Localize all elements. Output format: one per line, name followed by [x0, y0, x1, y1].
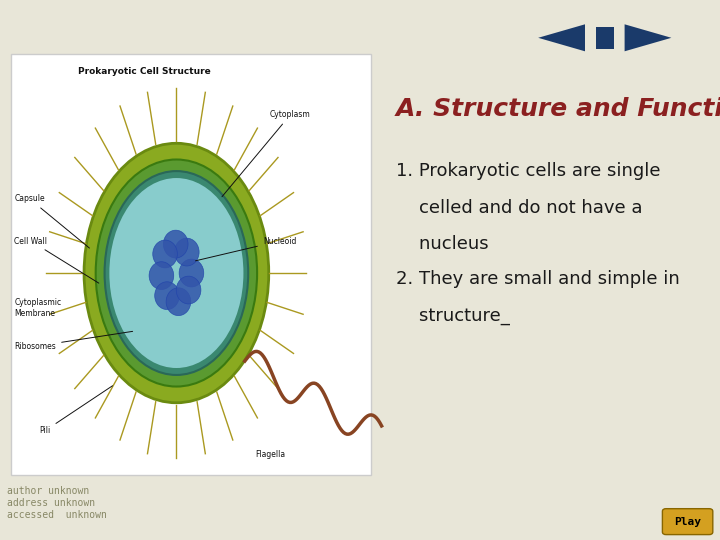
Ellipse shape — [163, 230, 188, 258]
Ellipse shape — [174, 238, 199, 266]
Ellipse shape — [179, 259, 204, 287]
Text: nucleus: nucleus — [396, 235, 489, 253]
Text: Cytoplasm: Cytoplasm — [222, 110, 311, 197]
Ellipse shape — [104, 171, 248, 375]
FancyBboxPatch shape — [662, 509, 713, 535]
Polygon shape — [539, 24, 585, 51]
Text: Prokaryotic Cell Structure: Prokaryotic Cell Structure — [78, 66, 210, 76]
Ellipse shape — [149, 262, 174, 289]
Ellipse shape — [155, 282, 179, 309]
Text: Flagella: Flagella — [255, 450, 285, 459]
Text: author unknown: author unknown — [7, 486, 89, 496]
Text: Pili: Pili — [40, 386, 112, 435]
Text: Cell Wall: Cell Wall — [14, 237, 99, 283]
Text: accessed  unknown: accessed unknown — [7, 510, 107, 520]
Text: Nucleoid: Nucleoid — [196, 237, 296, 261]
Ellipse shape — [96, 159, 257, 387]
Text: 1. Prokaryotic cells are single: 1. Prokaryotic cells are single — [396, 162, 660, 180]
Text: A. Structure and Function: A. Structure and Function — [396, 97, 720, 121]
Text: Cytoplasmic
Membrane: Cytoplasmic Membrane — [14, 298, 61, 318]
FancyBboxPatch shape — [11, 54, 371, 475]
Text: address unknown: address unknown — [7, 498, 95, 508]
Ellipse shape — [109, 178, 243, 368]
Ellipse shape — [153, 240, 177, 268]
Text: Play: Play — [674, 517, 701, 526]
Polygon shape — [624, 24, 671, 51]
Text: structure_: structure_ — [396, 307, 510, 325]
Ellipse shape — [84, 143, 269, 403]
Text: Capsule: Capsule — [14, 194, 89, 248]
FancyBboxPatch shape — [596, 27, 614, 49]
Text: celled and do not have a: celled and do not have a — [396, 199, 642, 217]
Text: Ribosomes: Ribosomes — [14, 332, 132, 351]
Ellipse shape — [166, 288, 191, 315]
Text: 2. They are small and simple in: 2. They are small and simple in — [396, 270, 680, 288]
Ellipse shape — [176, 276, 201, 304]
